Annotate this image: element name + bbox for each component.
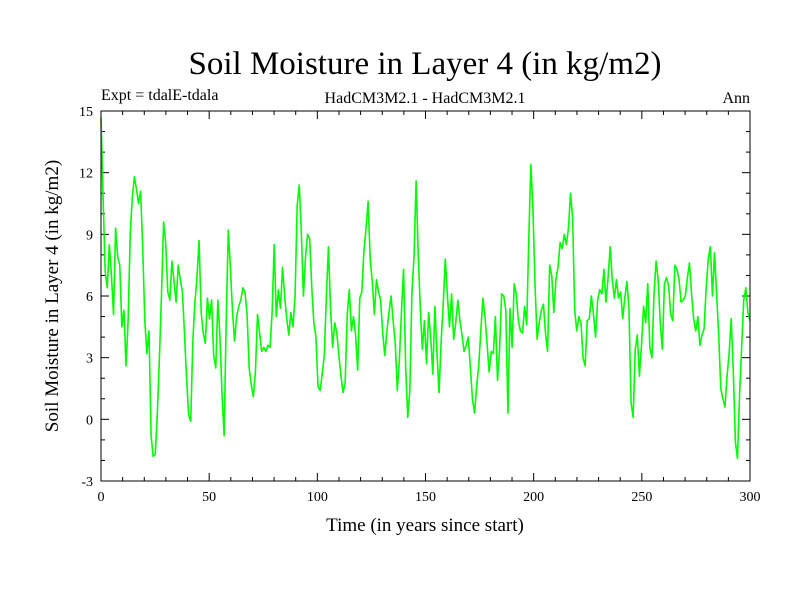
y-tick-label: 0: [86, 413, 93, 428]
period-label: Ann: [722, 90, 750, 107]
x-tick-label: 200: [523, 490, 544, 505]
x-axis-label: Time (in years since start): [326, 515, 524, 536]
plot-frame: [100, 110, 751, 482]
chart-title: Soil Moisture in Layer 4 (in kg/m2): [189, 46, 662, 82]
y-tick-label: 9: [86, 228, 93, 243]
y-tick-label: 6: [86, 290, 93, 305]
y-axis-label: Soil Moisture in Layer 4 (in kg/m2): [42, 160, 63, 432]
x-tick-label: 250: [631, 490, 652, 505]
x-tick-label: 0: [98, 490, 105, 505]
y-tick-label: 3: [86, 352, 93, 367]
series-layer: [100, 117, 751, 460]
x-tick-label: 150: [415, 490, 436, 505]
y-tick-label: -3: [81, 475, 93, 490]
tick-labels: 0 50 100 150 200 250 300 -3 0 3 6 9 12 15: [79, 105, 761, 505]
x-tick-label: 50: [202, 490, 216, 505]
model-label: HadCM3M2.1 - HadCM3M2.1: [325, 90, 526, 107]
experiment-label: Expt = tdalE-tdala: [101, 87, 218, 104]
axis-ticks: [100, 110, 751, 482]
series-line: [100, 117, 751, 460]
y-tick-label: 15: [79, 105, 93, 120]
x-tick-label: 300: [740, 490, 761, 505]
x-tick-label: 100: [307, 490, 328, 505]
y-tick-label: 12: [79, 167, 93, 182]
